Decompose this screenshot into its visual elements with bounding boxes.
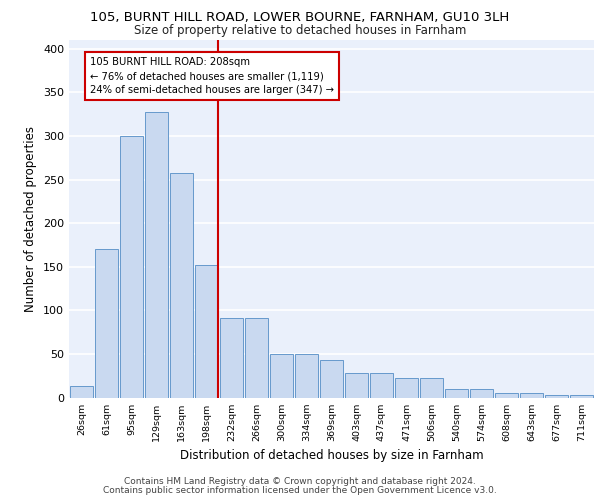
Bar bbox=[370, 373, 393, 398]
Bar bbox=[145, 112, 168, 398]
Bar bbox=[420, 378, 443, 398]
Bar bbox=[570, 395, 593, 398]
Bar bbox=[345, 373, 368, 398]
Bar bbox=[545, 395, 568, 398]
Text: 105, BURNT HILL ROAD, LOWER BOURNE, FARNHAM, GU10 3LH: 105, BURNT HILL ROAD, LOWER BOURNE, FARN… bbox=[91, 11, 509, 24]
Bar bbox=[95, 250, 118, 398]
Bar bbox=[295, 354, 318, 398]
Bar bbox=[70, 386, 93, 398]
Y-axis label: Number of detached properties: Number of detached properties bbox=[25, 126, 37, 312]
Text: 105 BURNT HILL ROAD: 208sqm
← 76% of detached houses are smaller (1,119)
24% of : 105 BURNT HILL ROAD: 208sqm ← 76% of det… bbox=[90, 58, 334, 96]
Bar bbox=[220, 318, 243, 398]
Bar bbox=[445, 389, 468, 398]
Bar bbox=[120, 136, 143, 398]
Bar bbox=[170, 174, 193, 398]
Bar bbox=[320, 360, 343, 398]
Text: Contains HM Land Registry data © Crown copyright and database right 2024.: Contains HM Land Registry data © Crown c… bbox=[124, 477, 476, 486]
Text: Contains public sector information licensed under the Open Government Licence v3: Contains public sector information licen… bbox=[103, 486, 497, 495]
Bar bbox=[395, 378, 418, 398]
Bar bbox=[245, 318, 268, 398]
Bar bbox=[195, 265, 218, 398]
Text: Size of property relative to detached houses in Farnham: Size of property relative to detached ho… bbox=[134, 24, 466, 37]
Bar bbox=[495, 393, 518, 398]
Bar bbox=[520, 393, 543, 398]
Bar bbox=[470, 389, 493, 398]
Bar bbox=[270, 354, 293, 398]
X-axis label: Distribution of detached houses by size in Farnham: Distribution of detached houses by size … bbox=[179, 449, 484, 462]
